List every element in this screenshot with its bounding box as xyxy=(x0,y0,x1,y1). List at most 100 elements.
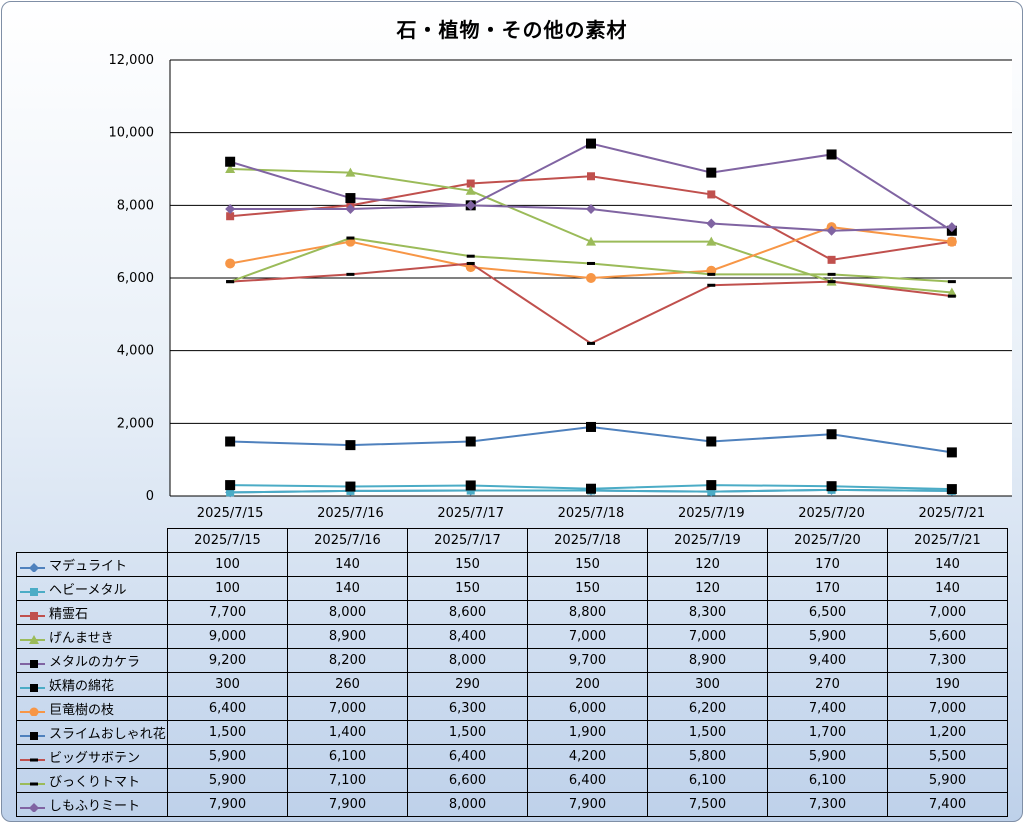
table-cell: 6,100 xyxy=(287,744,408,769)
table-cell: 1,200 xyxy=(887,720,1008,745)
data-point xyxy=(706,236,717,246)
data-point xyxy=(706,436,717,447)
table-body: マデュライト 100 140 150 150 120 170 140 ヘビーメタル 100 140 1… xyxy=(16,552,1008,817)
data-point xyxy=(587,172,595,181)
table-cell: 5,900 xyxy=(887,768,1008,793)
series-name: メタルのカケラ xyxy=(49,655,141,670)
data-point xyxy=(587,261,595,265)
x-tick-label: 2025/7/17 xyxy=(437,506,504,521)
data-point xyxy=(225,164,236,173)
table-cell: 290 xyxy=(407,672,528,697)
table-cell: 7,000 xyxy=(527,624,648,649)
data-point xyxy=(466,179,475,188)
table-cell: 5,800 xyxy=(647,744,768,769)
data-point xyxy=(225,436,236,447)
table-cell: 6,000 xyxy=(527,696,648,721)
table-cell: 1,900 xyxy=(527,720,648,745)
x-tick-label: 2025/7/15 xyxy=(197,506,264,521)
series-name: びっくりトマト xyxy=(49,775,141,790)
table-cell: 1,400 xyxy=(287,720,408,745)
table-cell: 260 xyxy=(287,672,408,697)
data-point xyxy=(225,480,236,491)
table-cell: 8,400 xyxy=(407,624,528,649)
table-cell: 1,500 xyxy=(167,720,288,745)
data-point xyxy=(947,294,956,298)
y-tick-label: 6,000 xyxy=(117,271,154,286)
data-point xyxy=(586,421,596,432)
data-point xyxy=(946,484,957,495)
table-row: メタルのカケラ 9,200 8,200 8,000 9,700 8,900 9,400 7,3… xyxy=(16,648,1008,673)
table-cell: 8,900 xyxy=(287,624,408,649)
legend-key-icon xyxy=(20,587,45,596)
data-point xyxy=(345,440,356,451)
data-point xyxy=(826,225,837,236)
table-cell: 7,900 xyxy=(527,792,648,817)
table-row: マデュライト 100 140 150 150 120 170 140 xyxy=(16,552,1008,577)
data-point xyxy=(586,138,596,149)
table-cell: 9,200 xyxy=(167,648,288,673)
series xyxy=(226,236,956,284)
data-point xyxy=(946,447,957,458)
table-cell: 8,000 xyxy=(407,792,528,817)
table-cell: 6,300 xyxy=(407,696,528,721)
table-cell: 7,500 xyxy=(647,792,768,817)
table-column-header: 2025/7/20 xyxy=(767,528,888,553)
x-tick-label: 2025/7/20 xyxy=(798,506,865,521)
y-tick-label: 2,000 xyxy=(117,416,154,431)
legend-key-icon xyxy=(20,731,45,740)
series-name-cell: 巨竜樹の枝 xyxy=(16,696,168,721)
data-point xyxy=(587,341,595,345)
data-point xyxy=(225,258,236,269)
data-point xyxy=(946,236,957,247)
table-column-header: 2025/7/21 xyxy=(887,528,1008,553)
series-group xyxy=(225,138,957,498)
series-name-cell: びっくりトマト xyxy=(16,768,168,793)
table-cell: 5,900 xyxy=(167,744,288,769)
data-point xyxy=(225,156,236,167)
data-point xyxy=(466,486,475,495)
data-point xyxy=(226,212,235,221)
series-name-cell: マデュライト xyxy=(16,552,168,577)
table-cell: 8,000 xyxy=(287,600,408,625)
table-cell: 300 xyxy=(167,672,288,697)
chart-title: 石・植物・その他の素材 xyxy=(396,18,628,42)
data-point xyxy=(827,255,836,264)
table-cell: 5,900 xyxy=(167,768,288,793)
legend-key-icon xyxy=(20,683,45,692)
table-header-row: 2025/7/15 2025/7/16 2025/7/17 2025/7/18 2025… xyxy=(16,528,1008,553)
x-tick-label: 2025/7/21 xyxy=(919,506,986,521)
table-cell: 300 xyxy=(647,672,768,697)
table-row: げんませき 9,000 8,900 8,400 7,000 7,000 5,900 5,600 xyxy=(16,624,1008,649)
table-cell: 7,000 xyxy=(887,696,1008,721)
data-point xyxy=(226,488,235,497)
data-table: 2025/7/15 2025/7/16 2025/7/17 2025/7/18 2025… xyxy=(16,528,1008,817)
data-point xyxy=(706,167,717,178)
table-cell: 9,400 xyxy=(767,648,888,673)
table-cell: 7,400 xyxy=(887,792,1008,817)
table-row: びっくりトマト 5,900 7,100 6,600 6,400 6,100 6,100 5,9… xyxy=(16,768,1008,793)
series-name: 妖精の綿花 xyxy=(49,679,115,694)
legend-key-icon xyxy=(20,634,45,644)
series-name: スライムおしゃれ花 xyxy=(49,727,166,742)
data-point xyxy=(586,236,596,246)
table-cell: 7,100 xyxy=(287,768,408,793)
table-cell: 150 xyxy=(407,552,528,577)
table-cell: 8,000 xyxy=(407,648,528,673)
table-cell: 8,800 xyxy=(527,600,648,625)
table-cell: 8,600 xyxy=(407,600,528,625)
series-name-cell: 精霊石 xyxy=(16,600,168,625)
table-column-header: 2025/7/16 xyxy=(287,528,408,553)
table-cell: 8,200 xyxy=(287,648,408,673)
y-axis-ticks: 0 2,000 4,000 6,000 8,000 10,000 12,000 xyxy=(109,53,155,504)
table-cell: 6,400 xyxy=(527,768,648,793)
table-cell: 6,200 xyxy=(647,696,768,721)
table-cell: 6,500 xyxy=(767,600,888,625)
data-point xyxy=(707,272,716,276)
table-column-header: 2025/7/18 xyxy=(527,528,648,553)
table-row: 巨竜樹の枝 6,400 7,000 6,300 6,000 6,200 7,400 7,000 xyxy=(16,696,1008,721)
series-name-cell: しもふりミート xyxy=(16,792,168,817)
table-cell: 5,900 xyxy=(767,744,888,769)
series-name-cell: ビッグサボテン xyxy=(16,744,168,769)
table-row: 妖精の綿花 300 260 290 200 300 270 190 xyxy=(16,672,1008,697)
data-point xyxy=(345,193,356,204)
